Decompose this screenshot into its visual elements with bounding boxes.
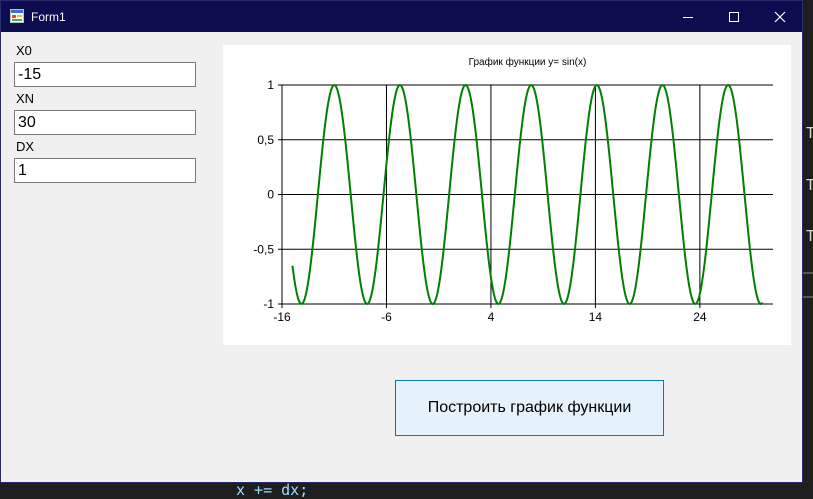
sine-chart: График функции y= sin(x) 1 0,5 0 -0,5 -1-16 -6… [253,56,773,324]
y-tick-label: 0 [267,188,274,202]
title-bar[interactable]: Form1 [1,1,802,32]
editor-text-fragment: T [806,227,813,245]
close-icon [774,11,786,22]
minimize-icon [683,16,693,18]
x-tick-label: 14 [589,310,603,324]
x0-label: X0 [16,43,32,58]
window-title: Form1 [31,10,66,24]
x-tick-label: -6 [381,310,392,324]
editor-text-fragment: T [806,124,813,142]
y-tick-label: -1 [263,297,274,311]
editor-separator [803,296,813,298]
xn-label: XN [16,91,35,106]
y-tick-label: -0,5 [253,242,274,256]
sine-series-line [291,83,764,306]
x0-input[interactable] [14,62,196,87]
plot-function-button[interactable]: Построить график функции [395,380,664,436]
editor-separator [803,272,813,274]
x-tick-label: 4 [488,310,495,324]
maximize-icon [729,11,739,22]
close-button[interactable] [757,1,803,32]
x-tick-label: -16 [273,310,291,324]
app-form-icon [10,9,24,23]
editor-code-line: x += dx; [236,481,309,499]
chart-panel: График функции y= sin(x) 1 0,5 0 -0,5 -1 -16 -6… [223,45,791,345]
minimize-button[interactable] [665,1,711,32]
x-tick-label: 24 [693,310,707,324]
editor-text-fragment: T [806,176,813,194]
dx-label: DX [16,139,35,154]
maximize-button[interactable] [711,1,757,32]
dx-input[interactable] [14,158,196,183]
xn-input[interactable] [14,110,196,135]
y-tick-label: 1 [267,78,274,92]
y-tick-label: 0,5 [257,133,274,147]
chart-title: График функции y= sin(x) [469,56,587,68]
form1-window: Form1 X0 XN DX График функции y= sin(x) 1… [0,0,803,483]
